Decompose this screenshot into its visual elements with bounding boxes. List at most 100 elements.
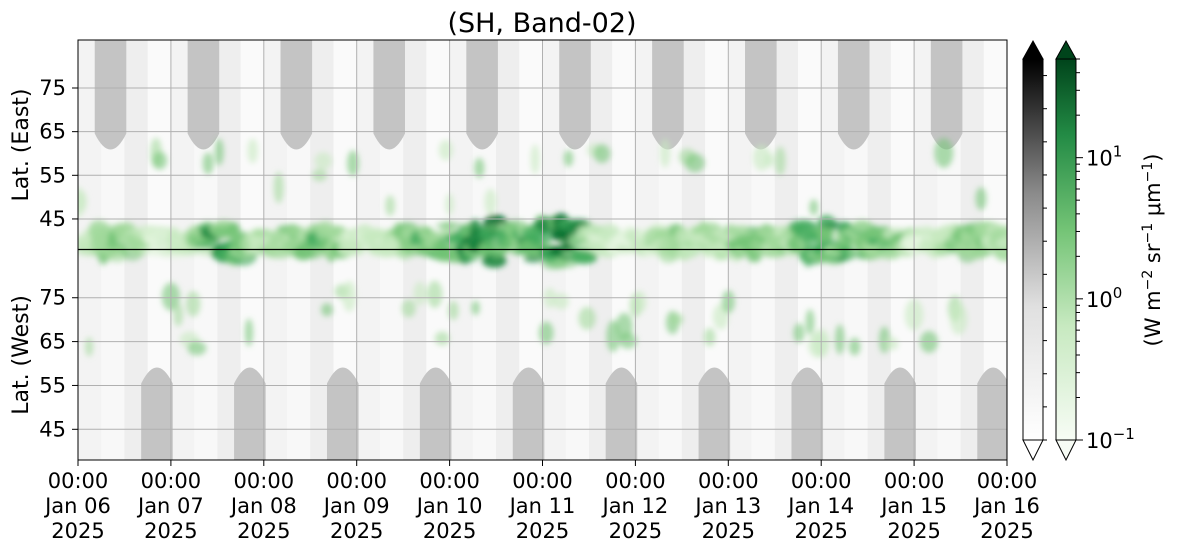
colorbar-greens-extend-bottom (1055, 439, 1077, 462)
emission-blob (273, 171, 284, 204)
x-tick-line: 00:00 (419, 469, 480, 493)
emission-blob (342, 280, 357, 312)
x-tick-line: 00:00 (605, 469, 666, 493)
x-tick-line: 00:00 (141, 469, 202, 493)
colorbar-greens-tick-label: 100 (1086, 284, 1122, 312)
east-gray-lobe (559, 40, 591, 150)
emission-blob (684, 153, 705, 173)
emission-blob (659, 138, 671, 168)
emission-blob (251, 228, 274, 237)
emission-blob (669, 312, 684, 326)
emission-blob (530, 144, 540, 175)
emission-blob (471, 300, 480, 316)
emission-blob (347, 150, 359, 177)
east-gray-lobe (930, 40, 963, 150)
emission-blob (202, 152, 214, 175)
emission-blob (401, 299, 416, 318)
colorbar-greens-extend-top (1055, 39, 1077, 60)
x-tick-line: 00:00 (48, 469, 109, 493)
emission-blob (793, 323, 805, 343)
emission-blob (152, 151, 168, 170)
emission-blob (385, 195, 395, 216)
ylabel-west: Lat. (West) (9, 295, 34, 415)
x-tick-line: 2025 (144, 519, 197, 543)
east-gray-lobe (373, 40, 406, 150)
x-tick-line: Jan 08 (229, 494, 297, 518)
y-tick-label-west: 65 (39, 330, 66, 354)
x-tick-line: Jan 09 (322, 494, 390, 518)
x-tick-line: 2025 (887, 519, 940, 543)
colorbar-greys (1022, 39, 1047, 462)
colorbar-greys-extend-top (1022, 39, 1044, 60)
emission-blob (538, 321, 554, 345)
colorbar-greys-extend-bottom (1022, 439, 1044, 462)
emission-blob (247, 138, 258, 164)
west-gray-lobe (605, 367, 638, 460)
east-gray-lobe (837, 40, 870, 150)
emission-blob (975, 187, 987, 211)
x-tick-label: 00:00 Jan 07 2025 (136, 469, 204, 543)
x-tick-line: Jan 12 (601, 494, 669, 518)
x-tick-label: 00:00 Jan 08 2025 (229, 469, 297, 543)
emission-blob (563, 150, 574, 167)
x-tick-label: 00:00 Jan 12 2025 (601, 469, 669, 543)
emission-blob (1002, 234, 1007, 245)
emission-blob (78, 190, 88, 212)
y-tick-label-west: 75 (39, 286, 66, 310)
ylabel-east: Lat. (East) (9, 89, 34, 202)
x-tick-label: 00:00 Jan 14 2025 (786, 469, 854, 543)
x-tick-line: Jan 15 (879, 494, 947, 518)
chart-title: (SH, Band-02) (447, 8, 636, 39)
x-tick-line: Jan 16 (972, 494, 1040, 518)
east-gray-lobe (652, 40, 684, 150)
emission-blob (426, 280, 443, 309)
y-ticks: 45 55 65 75 75 65 55 45 (39, 76, 78, 441)
west-gray-lobe (791, 367, 824, 460)
x-tick-line: 00:00 (326, 469, 387, 493)
emission-blob (548, 258, 578, 269)
x-tick-line: 2025 (702, 519, 755, 543)
west-gray-lobe (234, 367, 266, 460)
west-gray-lobe (884, 367, 916, 460)
east-gray-lobe (187, 40, 220, 150)
x-tick-label: 00:00 Jan 06 2025 (43, 469, 111, 543)
emission-blob (474, 157, 485, 178)
west-gray-lobe (977, 367, 1007, 460)
x-tick-label: 00:00 Jan 10 2025 (415, 469, 483, 543)
y-tick-label-east: 45 (39, 207, 66, 231)
east-gray-lobe (280, 40, 313, 150)
colorbar-greens-ticks: 101 100 10−1 (1076, 58, 1135, 453)
emission-blob (523, 255, 543, 263)
gray-lobes (94, 40, 1007, 460)
east-gray-lobe (745, 40, 777, 150)
x-tick-line: 2025 (330, 519, 383, 543)
y-tick-label-west: 45 (39, 417, 66, 441)
emission-blob (418, 231, 448, 240)
east-gray-lobe (466, 40, 498, 150)
emission-blob (809, 199, 819, 216)
x-tick-line: Jan 06 (43, 494, 111, 518)
x-tick-line: 2025 (516, 519, 569, 543)
x-tick-line: Jan 13 (693, 494, 761, 518)
x-tick-label: 00:00 Jan 13 2025 (693, 469, 761, 543)
x-tick-label: 00:00 Jan 09 2025 (322, 469, 390, 543)
x-tick-label: 00:00 Jan 11 2025 (508, 469, 576, 543)
emission-blob (244, 318, 254, 347)
y-tick-label-east: 65 (39, 120, 66, 144)
emission-blob (286, 225, 307, 237)
west-gray-lobe (326, 367, 359, 460)
emission-blob (848, 337, 861, 356)
x-tick-line: 00:00 (234, 469, 295, 493)
emission-field (78, 137, 1007, 358)
colorbar-greys-body (1022, 58, 1044, 441)
x-tick-line: 00:00 (791, 469, 852, 493)
emission-blob (764, 152, 774, 168)
emission-blob (185, 291, 201, 317)
emission-blob (553, 293, 570, 310)
emission-blob (481, 254, 507, 268)
emission-blob (934, 138, 954, 168)
emission-blob (85, 337, 94, 357)
west-gray-lobe (141, 367, 173, 460)
